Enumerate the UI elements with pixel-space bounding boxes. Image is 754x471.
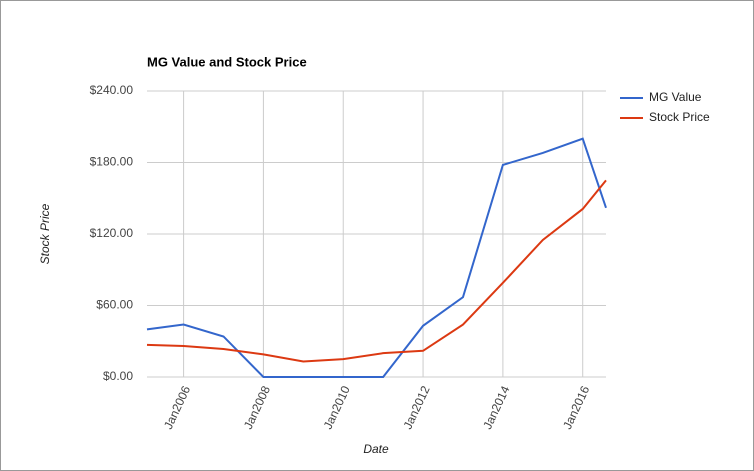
legend-label: Stock Price [649,110,710,124]
chart-title: MG Value and Stock Price [147,54,307,69]
x-axis-title: Date [363,442,389,456]
y-tick-label: $240.00 [90,83,134,97]
legend-label: MG Value [649,90,702,104]
y-tick-label: $60.00 [96,298,133,312]
y-tick-label: $0.00 [103,369,133,383]
series-line [146,137,607,378]
y-tick-label: $180.00 [90,155,134,169]
y-tick-label: $120.00 [90,226,134,240]
series-line [146,179,607,363]
y-axis-title: Stock Price [38,203,52,264]
